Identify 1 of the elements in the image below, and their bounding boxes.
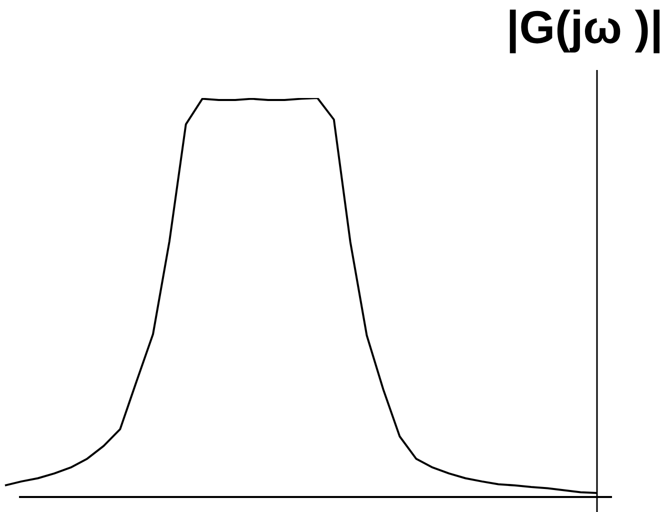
y-axis-title: |G(jω )| [506,0,663,54]
